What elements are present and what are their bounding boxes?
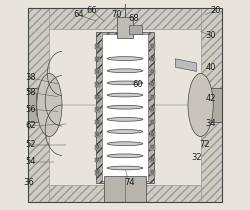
Text: 40: 40 bbox=[206, 63, 216, 72]
Text: 60: 60 bbox=[132, 80, 143, 88]
Circle shape bbox=[151, 171, 154, 174]
Bar bbox=[150, 120, 156, 124]
Bar bbox=[94, 94, 100, 99]
Text: 36: 36 bbox=[23, 178, 34, 187]
Bar bbox=[150, 107, 156, 112]
Circle shape bbox=[96, 120, 99, 123]
Circle shape bbox=[151, 158, 154, 161]
Bar bbox=[94, 82, 100, 87]
Text: 52: 52 bbox=[25, 140, 36, 149]
Bar bbox=[94, 69, 100, 74]
Bar bbox=[104, 176, 146, 202]
Text: 64: 64 bbox=[74, 10, 84, 19]
Bar bbox=[150, 158, 156, 162]
Text: 68: 68 bbox=[128, 14, 139, 23]
Bar bbox=[129, 25, 142, 34]
Circle shape bbox=[96, 108, 99, 111]
Bar bbox=[150, 170, 156, 175]
Ellipse shape bbox=[107, 69, 143, 73]
Circle shape bbox=[151, 95, 154, 98]
Bar bbox=[28, 88, 54, 122]
Bar bbox=[200, 8, 222, 202]
Text: 34: 34 bbox=[206, 119, 216, 128]
Ellipse shape bbox=[107, 166, 143, 170]
Circle shape bbox=[151, 120, 154, 123]
Text: 32: 32 bbox=[191, 153, 202, 162]
Circle shape bbox=[96, 70, 99, 73]
Bar bbox=[94, 170, 100, 175]
Circle shape bbox=[96, 133, 99, 136]
Circle shape bbox=[96, 146, 99, 148]
Ellipse shape bbox=[107, 154, 143, 158]
Circle shape bbox=[151, 57, 154, 60]
Bar bbox=[96, 32, 154, 183]
Text: 56: 56 bbox=[25, 105, 36, 114]
Bar bbox=[28, 8, 222, 29]
Ellipse shape bbox=[107, 142, 143, 146]
Ellipse shape bbox=[107, 93, 143, 97]
Circle shape bbox=[151, 133, 154, 136]
Ellipse shape bbox=[37, 74, 62, 136]
Ellipse shape bbox=[107, 117, 143, 121]
Bar bbox=[28, 185, 222, 202]
Bar bbox=[150, 132, 156, 137]
Polygon shape bbox=[176, 59, 197, 71]
Text: 20: 20 bbox=[210, 6, 220, 15]
Bar bbox=[94, 107, 100, 112]
Bar bbox=[94, 158, 100, 162]
Bar bbox=[28, 8, 50, 202]
Bar bbox=[94, 120, 100, 124]
Circle shape bbox=[96, 158, 99, 161]
Bar bbox=[150, 145, 156, 150]
Circle shape bbox=[96, 57, 99, 60]
Circle shape bbox=[151, 146, 154, 148]
Bar bbox=[150, 44, 156, 49]
Bar bbox=[150, 82, 156, 87]
Circle shape bbox=[151, 45, 154, 48]
Bar bbox=[150, 69, 156, 74]
Text: 66: 66 bbox=[86, 6, 97, 15]
Circle shape bbox=[96, 171, 99, 174]
Bar bbox=[150, 57, 156, 61]
Text: 42: 42 bbox=[206, 94, 216, 103]
Polygon shape bbox=[37, 88, 50, 122]
Circle shape bbox=[151, 108, 154, 111]
Circle shape bbox=[151, 70, 154, 73]
Ellipse shape bbox=[107, 57, 143, 60]
Text: 38: 38 bbox=[25, 73, 36, 82]
Bar bbox=[150, 94, 156, 99]
Circle shape bbox=[96, 83, 99, 85]
Bar bbox=[94, 145, 100, 150]
Bar bbox=[196, 88, 222, 122]
Text: 62: 62 bbox=[25, 122, 36, 130]
Text: 74: 74 bbox=[124, 178, 134, 187]
Bar bbox=[94, 44, 100, 49]
Text: 30: 30 bbox=[206, 31, 216, 40]
Ellipse shape bbox=[107, 105, 143, 109]
Circle shape bbox=[96, 95, 99, 98]
Ellipse shape bbox=[107, 130, 143, 133]
Bar bbox=[94, 57, 100, 61]
Bar bbox=[116, 17, 134, 38]
Ellipse shape bbox=[107, 81, 143, 85]
Circle shape bbox=[96, 45, 99, 48]
Text: 58: 58 bbox=[25, 88, 36, 97]
Bar bbox=[94, 132, 100, 137]
Ellipse shape bbox=[188, 74, 213, 136]
Text: 72: 72 bbox=[200, 140, 210, 149]
Text: 54: 54 bbox=[25, 157, 36, 166]
Circle shape bbox=[151, 83, 154, 85]
Text: 70: 70 bbox=[111, 10, 122, 19]
Bar bbox=[102, 34, 148, 181]
